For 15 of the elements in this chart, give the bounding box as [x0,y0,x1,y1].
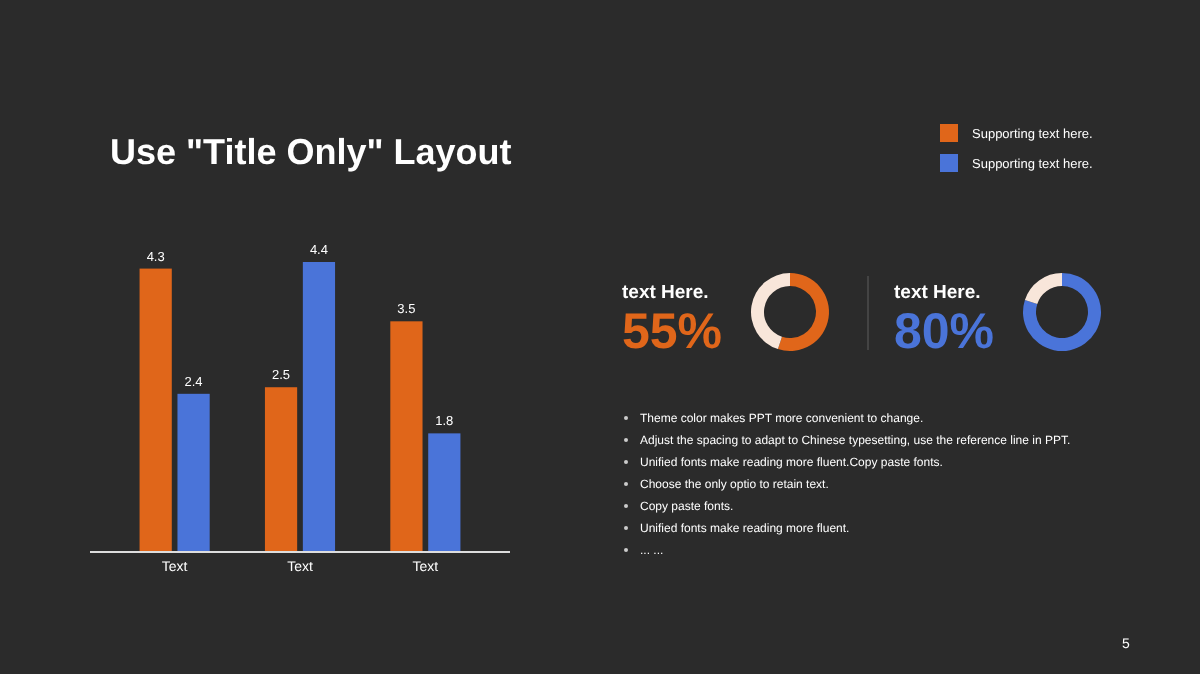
bar [139,268,172,552]
bar [390,321,423,552]
donut-slice [777,273,829,351]
text: 55% [622,304,723,360]
bar [177,393,210,552]
chart-title: Use "Title Only" Layout [110,132,512,172]
text: text Here. [622,282,709,304]
text: 80% [894,304,995,360]
bar [264,387,298,552]
donut-slice [751,273,790,350]
donut-slice [1024,273,1062,304]
bar [302,262,336,552]
donut-slice [1023,273,1101,351]
bar [428,433,461,552]
text: text Here. [894,282,981,304]
